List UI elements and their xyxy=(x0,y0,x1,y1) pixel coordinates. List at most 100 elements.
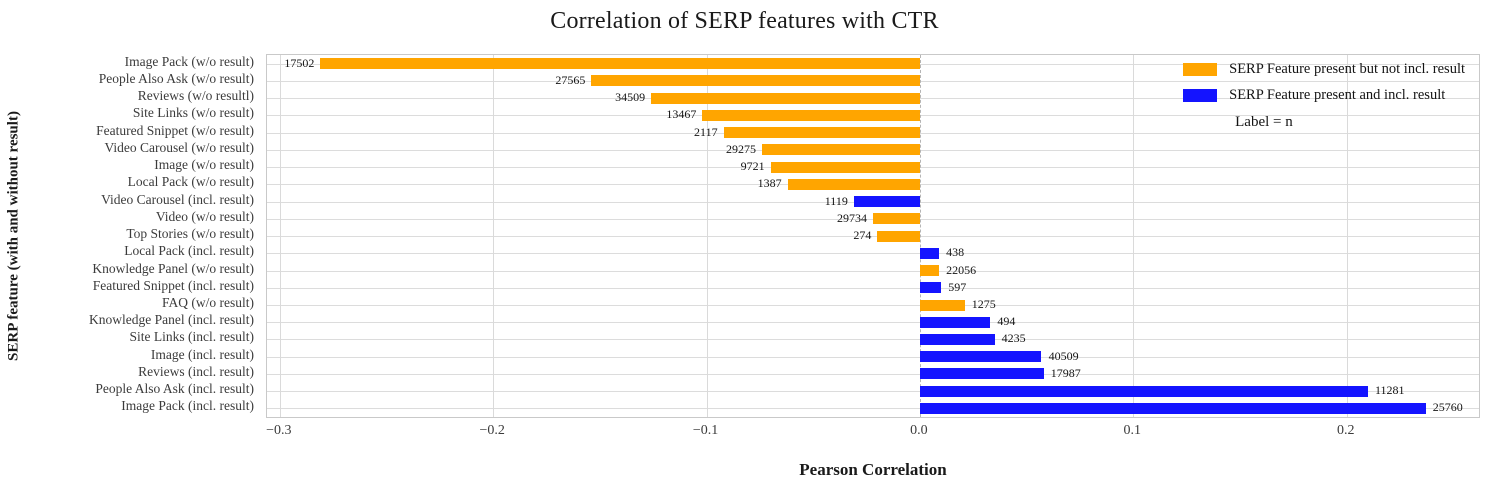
y-category-label: Video Carousel (incl. result) xyxy=(101,191,254,207)
bar-with xyxy=(919,333,995,345)
bar-with xyxy=(853,196,920,207)
bar-value-label: 13467 xyxy=(666,107,697,122)
bar-value-label: 34509 xyxy=(615,90,646,105)
horizontal-gridline xyxy=(267,373,1479,375)
bar-without xyxy=(591,75,920,87)
bar-value-label: 29275 xyxy=(726,141,756,156)
y-category-label: Image Pack (w/o result) xyxy=(124,53,254,69)
bar-value-label: 1275 xyxy=(971,297,996,311)
bar-without xyxy=(877,230,920,242)
bar-value-label: 22056 xyxy=(946,262,977,277)
bar-value-label: 597 xyxy=(948,279,967,294)
bar-without xyxy=(320,58,920,70)
y-category-label: Video (w/o result) xyxy=(155,208,254,224)
y-category-label: Featured Snippet (incl. result) xyxy=(92,277,254,293)
horizontal-gridline xyxy=(267,339,1479,341)
legend-label: SERP Feature present but not incl. resul… xyxy=(1229,61,1465,77)
vertical-gridline xyxy=(279,55,281,417)
bar-without xyxy=(787,178,920,190)
y-category-label: Knowledge Panel (w/o result) xyxy=(92,260,254,276)
bar-value-label: 274 xyxy=(853,228,872,242)
x-tick-label: 0.1 xyxy=(1123,423,1142,438)
horizontal-gridline xyxy=(267,408,1479,410)
x-tick-label: −0.2 xyxy=(479,423,505,438)
bar-without xyxy=(919,299,965,311)
vertical-gridline xyxy=(706,55,708,417)
horizontal-gridline xyxy=(267,287,1479,289)
vertical-gridline xyxy=(493,55,495,417)
x-tick-labels: −0.3 −0.2 −0.1 0.0 0.1 0.2 xyxy=(266,423,1480,441)
y-category-label: People Also Ask (w/o result) xyxy=(98,70,254,86)
bar-value-label: 494 xyxy=(997,314,1016,329)
y-category-label: Site Links (incl. result) xyxy=(129,329,254,345)
vertical-gridline xyxy=(1133,55,1135,417)
bar-without xyxy=(919,265,940,276)
bar-without xyxy=(770,161,920,173)
horizontal-gridline xyxy=(267,391,1479,393)
bar-with xyxy=(919,385,1368,397)
horizontal-gridline xyxy=(267,253,1479,255)
bar-value-label: 1387 xyxy=(757,176,782,191)
bar-with xyxy=(919,282,942,294)
y-category-label: Site Links (w/o result) xyxy=(132,105,254,121)
legend-note: Label = n xyxy=(1235,114,1293,130)
y-category-label: Image (w/o result) xyxy=(154,157,254,172)
bar-value-label: 4235 xyxy=(1001,331,1026,346)
y-category-label: Image (incl. result) xyxy=(150,346,254,362)
x-tick-label: −0.1 xyxy=(692,423,719,438)
plot-area: 17502 27565 34509 13467 2117 29275 9721 1387 111… xyxy=(266,54,1480,418)
y-category-label: Image Pack (incl. result) xyxy=(121,398,254,414)
legend-label: SERP Feature present and incl. result xyxy=(1229,87,1446,103)
y-category-label: Local Pack (incl. result) xyxy=(124,243,254,259)
horizontal-gridline xyxy=(267,236,1479,237)
bar-value-label: 17987 xyxy=(1050,365,1081,380)
chart-title: Correlation of SERP features with CTR xyxy=(550,8,939,34)
bar-with xyxy=(919,316,991,328)
y-category-label: FAQ (w/o result) xyxy=(162,295,254,310)
legend-swatch-blue xyxy=(1183,89,1218,102)
horizontal-gridline xyxy=(267,305,1479,306)
bar-value-label: 438 xyxy=(946,245,965,260)
bar-value-label: 17502 xyxy=(284,55,315,70)
y-category-label: Local Pack (w/o result) xyxy=(127,174,254,190)
bar-without xyxy=(702,109,920,121)
y-category-label: Top Stories (w/o result) xyxy=(126,226,254,241)
bar-with xyxy=(919,402,1426,414)
bar-value-label: 9721 xyxy=(740,159,765,173)
legend: SERP Feature present but not incl. resul… xyxy=(1183,62,1465,131)
vertical-gridline xyxy=(1346,55,1348,417)
bar-with xyxy=(919,351,1042,363)
bar-without xyxy=(873,213,920,225)
bar-without xyxy=(651,92,920,104)
x-tick-label: 0.2 xyxy=(1336,423,1355,438)
y-category-labels: Image Pack (w/o result) People Also Ask (… xyxy=(0,54,260,418)
y-category-label: Featured Snippet (w/o result) xyxy=(96,122,254,138)
legend-row-with-result: SERP Feature present and incl. result xyxy=(1183,88,1465,103)
y-category-label: People Also Ask (incl. result) xyxy=(95,381,254,397)
y-category-label: Reviews (incl. result) xyxy=(138,363,254,379)
bar-value-label: 1119 xyxy=(824,193,848,208)
bar-value-label: 2117 xyxy=(694,124,718,139)
bar-without xyxy=(723,127,920,139)
x-tick-label: 0.0 xyxy=(910,423,928,438)
y-category-label: Knowledge Panel (incl. result) xyxy=(89,312,254,328)
horizontal-gridline xyxy=(267,270,1479,272)
legend-swatch-orange xyxy=(1183,63,1218,76)
y-category-label: Video Carousel (w/o result) xyxy=(104,139,254,155)
bar-with xyxy=(919,247,940,259)
bar-with xyxy=(919,368,1044,380)
legend-row-without-result: SERP Feature present but not incl. resul… xyxy=(1183,62,1465,77)
bar-value-label: 40509 xyxy=(1048,348,1079,363)
bar-value-label: 25760 xyxy=(1432,400,1463,415)
bar-without xyxy=(762,144,920,156)
horizontal-gridline xyxy=(267,356,1479,358)
x-tick-label: −0.3 xyxy=(266,423,292,438)
bar-value-label: 27565 xyxy=(555,72,586,87)
bar-value-label: 11281 xyxy=(1375,383,1405,398)
zero-gridline xyxy=(919,55,921,417)
horizontal-gridline xyxy=(267,322,1479,324)
x-axis-title: Pearson Correlation xyxy=(799,460,947,479)
y-category-label: Reviews (w/o resultl) xyxy=(137,88,254,104)
bar-value-label: 29734 xyxy=(837,210,867,225)
